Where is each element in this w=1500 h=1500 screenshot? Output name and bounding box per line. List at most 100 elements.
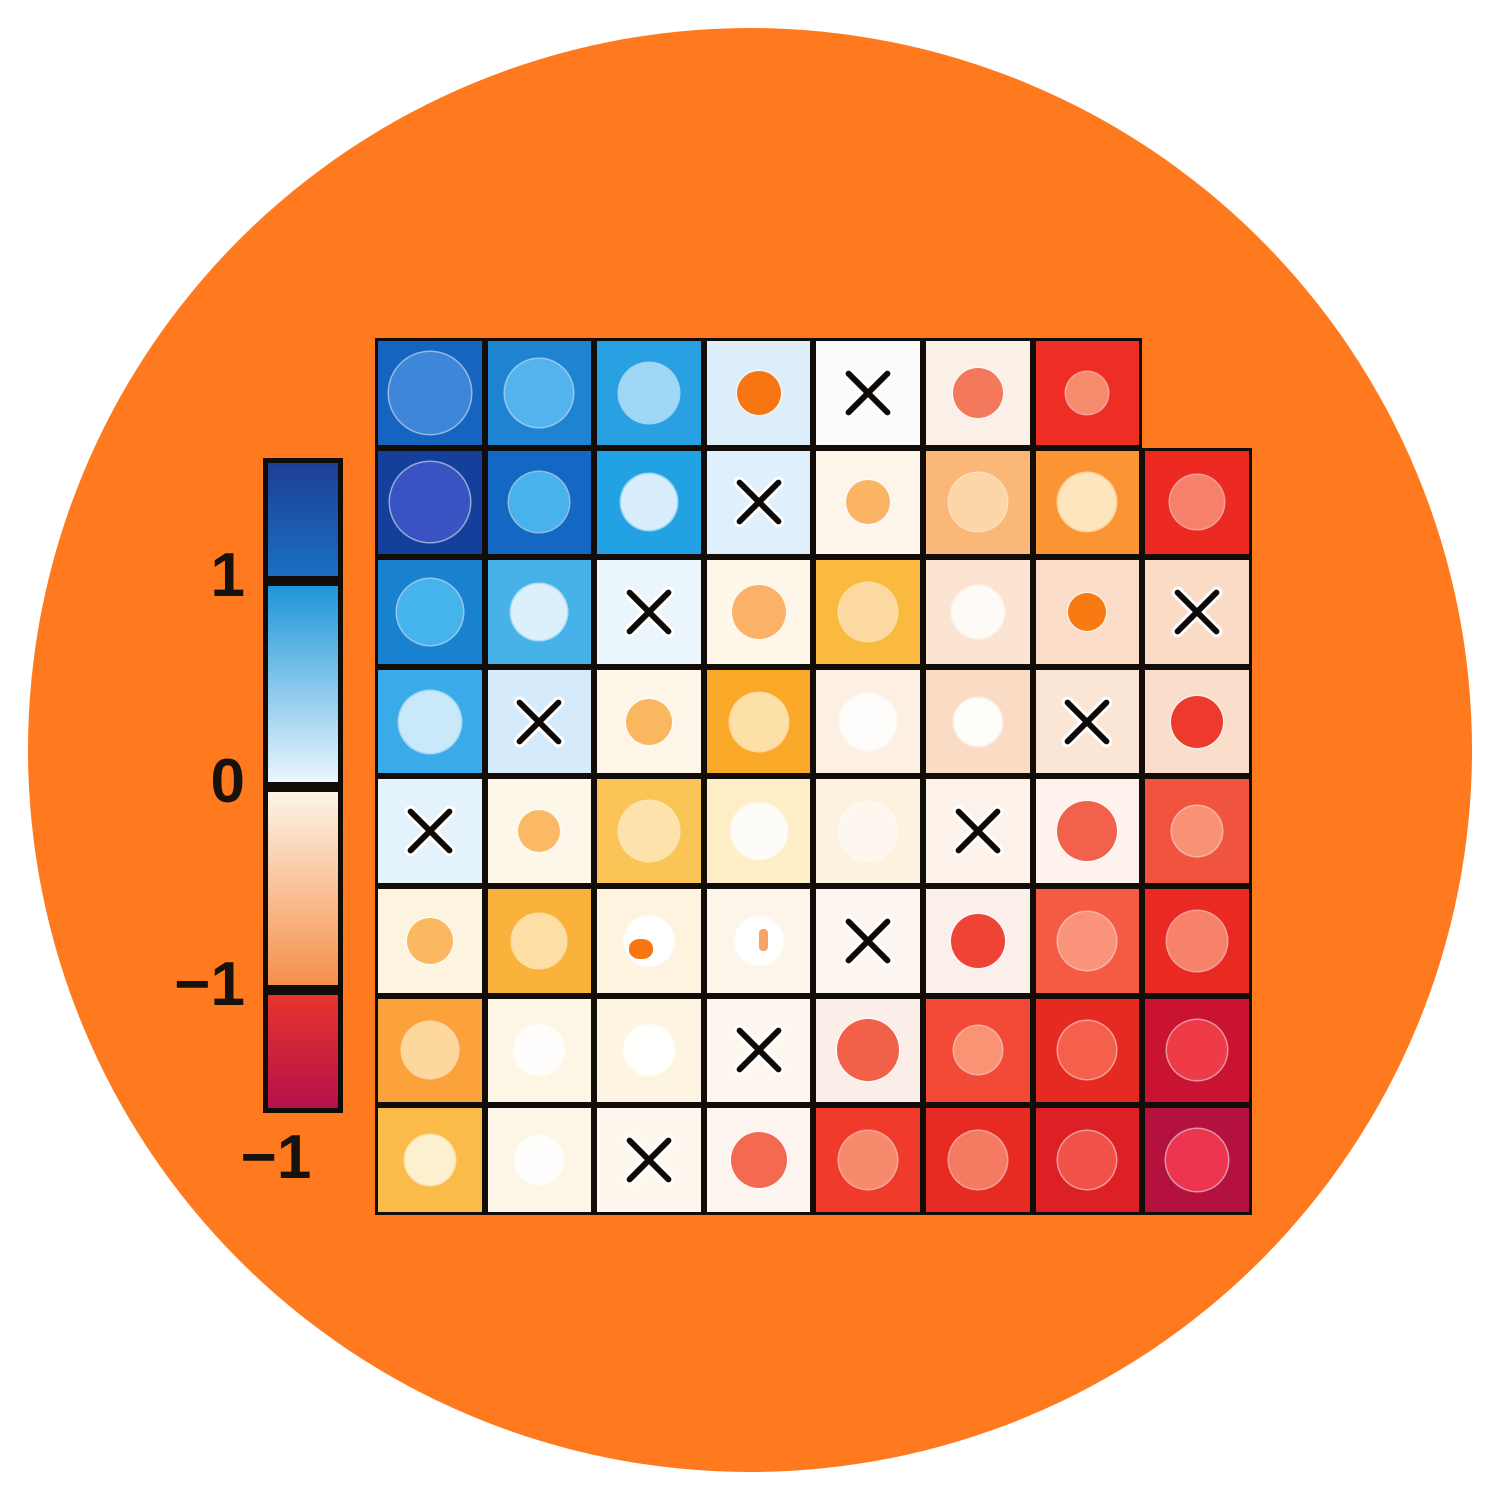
cell-value-dot (398, 690, 461, 753)
cell-value-dot (618, 362, 679, 423)
heatmap-cell (923, 886, 1033, 996)
heatmap-cell (703, 666, 814, 777)
heatmap-cell (703, 447, 814, 558)
cell-value-dot (953, 1026, 1002, 1075)
cell-value-dot (1066, 371, 1109, 414)
cell-value-dot (512, 913, 567, 968)
heatmap-cell (813, 447, 923, 558)
cell-value-dot (953, 697, 1002, 746)
heatmap-cell (1142, 666, 1252, 777)
masked-cell-x-icon (512, 695, 566, 749)
heatmap-cell (484, 338, 595, 448)
cell-value-dot (731, 584, 786, 639)
cell-value-dot (952, 367, 1003, 418)
segment-dark-blue (263, 458, 343, 582)
heatmap-cell (813, 666, 923, 777)
heatmap-cell (703, 886, 814, 996)
heatmap-cell (923, 1105, 1033, 1215)
heatmap-cell (375, 338, 485, 448)
cell-value-dot (730, 803, 787, 860)
cell-value-dot (839, 802, 898, 861)
heatmap-cell (594, 776, 704, 886)
cell-value-dot (1058, 911, 1117, 970)
cell-value-dot (730, 1131, 787, 1188)
heatmap-cell (1142, 886, 1252, 996)
heatmap-cell (594, 338, 704, 448)
heatmap-cell (923, 338, 1033, 448)
cell-value-dot (514, 1025, 565, 1076)
heatmap-cell (813, 776, 923, 886)
heatmap-cell (484, 886, 595, 996)
cell-value-dot (623, 1025, 674, 1076)
heatmap-cell (703, 776, 814, 886)
heatmap-cell (594, 666, 704, 777)
cell-value-dot (511, 583, 568, 640)
heatmap-cell (1142, 447, 1252, 558)
colorbar-tick-1: 0 (210, 746, 245, 816)
heatmap-cell (375, 886, 485, 996)
heatmap-cell (1142, 557, 1252, 667)
heatmap-cell (484, 447, 595, 558)
cell-value-dot (736, 370, 781, 415)
masked-cell-x-icon (732, 475, 786, 529)
cell-value-dot (518, 810, 561, 853)
cell-value-dot (1171, 806, 1222, 857)
heatmap-cell (923, 995, 1033, 1106)
render-artifact (758, 929, 768, 951)
cell-value-dot (1058, 473, 1117, 532)
heatmap-cell (375, 776, 485, 886)
heatmap-cell (703, 995, 814, 1106)
heatmap-grid (375, 338, 1252, 1215)
heatmap-cell (813, 338, 923, 448)
heatmap-cell (1032, 666, 1143, 777)
cell-value-dot (1057, 801, 1118, 862)
heatmap-cell (484, 776, 595, 886)
segment-red-crimson (263, 989, 343, 1113)
heatmap-cell (1032, 995, 1143, 1106)
heatmap-cell (923, 776, 1033, 886)
heatmap-cell (594, 995, 704, 1106)
cell-value-dot (846, 480, 891, 525)
heatmap-cell (594, 447, 704, 558)
heatmap-cell (703, 338, 814, 448)
masked-cell-x-icon (841, 914, 895, 968)
heatmap-cell (1142, 1105, 1252, 1215)
render-artifact (629, 939, 654, 959)
cell-value-dot (505, 358, 574, 427)
masked-cell-x-icon (951, 804, 1005, 858)
cell-value-dot (1068, 592, 1107, 631)
heatmap-cell (375, 666, 485, 777)
heatmap-cell (703, 1105, 814, 1215)
masked-cell-x-icon (732, 1023, 786, 1077)
cell-value-dot (401, 1022, 458, 1079)
heatmap-cell (1032, 1105, 1143, 1215)
heatmap-cell (923, 447, 1033, 558)
heatmap-cell (813, 557, 923, 667)
heatmap-cell (484, 1105, 595, 1215)
heatmap-cell (1142, 776, 1252, 886)
cell-value-dot (734, 916, 783, 965)
cell-value-dot (950, 913, 1005, 968)
cell-value-dot (1058, 1021, 1117, 1080)
cell-value-dot (396, 578, 463, 645)
cell-value-dot (1058, 1130, 1117, 1189)
heatmap-cell (594, 557, 704, 667)
heatmap-cell (1142, 995, 1252, 1106)
colorbar-bottom-label: −1 (240, 1123, 312, 1192)
cell-value-dot (729, 692, 788, 751)
masked-cell-x-icon (841, 366, 895, 420)
segment-white-orange (263, 786, 343, 990)
cell-value-dot (1169, 475, 1224, 530)
cell-value-dot (1165, 1128, 1228, 1191)
heatmap-cell (484, 557, 595, 667)
cell-value-dot (404, 1134, 455, 1185)
cell-value-dot (1170, 695, 1223, 748)
heatmap-cell (923, 666, 1033, 777)
heatmap-cell (1032, 338, 1143, 448)
heatmap-cell (1032, 447, 1143, 558)
cell-value-dot (620, 474, 677, 531)
cell-value-dot (948, 473, 1007, 532)
cell-value-dot (388, 351, 471, 434)
masked-cell-x-icon (1170, 585, 1224, 639)
